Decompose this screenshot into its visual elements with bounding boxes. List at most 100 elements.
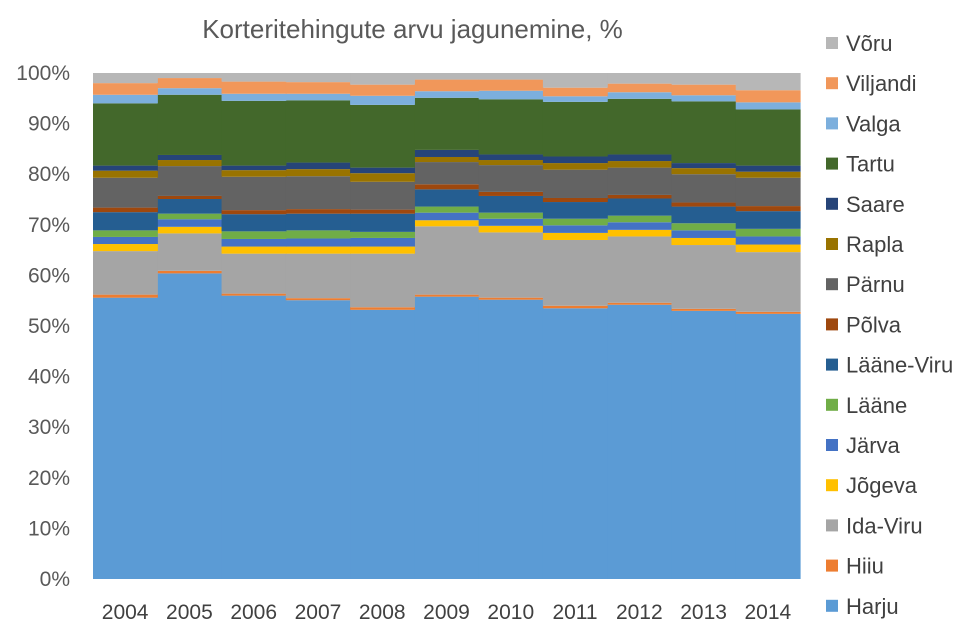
area-segment	[285, 230, 351, 239]
x-tick-label: 2008	[359, 601, 406, 624]
area-segment	[607, 73, 673, 84]
area-segment	[221, 295, 287, 579]
area-segment	[221, 93, 287, 101]
area-segment	[93, 94, 158, 104]
x-tick-label: 2007	[295, 601, 342, 624]
legend-swatch	[826, 197, 838, 210]
y-tick-label: 10%	[28, 517, 70, 540]
legend-item: Lääne-Viru	[826, 353, 953, 378]
area-segment	[542, 169, 608, 198]
area-segment	[542, 101, 608, 157]
area-segment	[671, 230, 737, 238]
area-segment	[607, 92, 673, 99]
area-segment	[93, 230, 158, 237]
series-tartu	[93, 94, 801, 168]
legend-label: Harju	[846, 594, 899, 619]
legend-label: Põlva	[846, 312, 902, 337]
area-segment	[542, 87, 608, 97]
legend-item: Hiiu	[826, 554, 884, 579]
legend-swatch	[826, 238, 838, 250]
area-segment	[671, 163, 737, 169]
area-segment	[607, 198, 673, 216]
area-segment	[285, 253, 351, 299]
area-segment	[478, 191, 544, 196]
area-segment	[671, 237, 737, 246]
legend-swatch	[826, 398, 838, 411]
area-segment	[671, 310, 737, 579]
legend-label: Võru	[846, 31, 892, 56]
area-segment	[157, 160, 223, 167]
area-segment	[285, 100, 351, 163]
area-segment	[671, 174, 737, 203]
area-segment	[735, 313, 801, 579]
area-segment	[350, 167, 415, 174]
area-segment	[221, 170, 287, 177]
series-hiiu	[93, 270, 801, 314]
y-tick-label: 20%	[28, 467, 70, 490]
area-segment	[478, 165, 544, 192]
area-segment	[350, 237, 415, 247]
area-segment	[542, 156, 608, 164]
area-segment	[157, 88, 223, 95]
legend-swatch	[826, 358, 838, 371]
legend-item: Põlva	[826, 312, 902, 337]
area-segment	[414, 149, 480, 157]
area-segment	[157, 219, 223, 227]
legend-swatch	[826, 77, 838, 90]
area-segment	[607, 98, 673, 155]
area-segment	[542, 218, 608, 226]
area-segment	[285, 238, 351, 247]
legend-item: Saare	[826, 192, 905, 217]
series-järva	[93, 212, 801, 247]
area-segment	[221, 214, 287, 232]
legend-swatch	[826, 599, 838, 612]
area-segment	[414, 73, 480, 80]
area-segment	[350, 209, 415, 214]
series-valga	[93, 88, 801, 110]
area-segment	[542, 96, 608, 102]
legend-label: Viljandi	[846, 71, 917, 96]
area-segment	[735, 236, 801, 245]
area-segment	[93, 73, 158, 84]
area-segment	[414, 296, 480, 579]
area-segment	[414, 212, 480, 221]
area-segment	[157, 213, 223, 220]
area-segment	[414, 162, 480, 185]
area-segment	[221, 253, 287, 294]
area-segment	[157, 154, 223, 161]
area-segment	[285, 246, 351, 254]
area-segment	[414, 184, 480, 190]
area-segment	[607, 222, 673, 230]
area-segment	[221, 81, 287, 94]
legend-item: Valga	[826, 111, 901, 136]
area-segment	[93, 212, 158, 231]
area-segment	[478, 154, 544, 161]
area-segment	[93, 83, 158, 95]
area-segment	[93, 177, 158, 208]
area-segment	[285, 73, 351, 83]
area-segment	[671, 245, 737, 309]
y-tick-label: 50%	[28, 315, 70, 338]
legend-item: Lääne	[826, 393, 907, 418]
area-segment	[607, 229, 673, 237]
legend-label: Lääne-Viru	[846, 353, 953, 378]
area-segment	[350, 84, 415, 96]
area-segment	[478, 99, 544, 155]
x-tick-label: 2006	[230, 601, 277, 624]
area-segment	[350, 173, 415, 182]
area-segment	[350, 309, 415, 579]
y-tick-label: 60%	[28, 264, 70, 287]
area-segment	[671, 202, 737, 207]
area-segment	[478, 212, 544, 219]
legend-item: Rapla	[826, 232, 904, 257]
area-segment	[414, 189, 480, 207]
legend: Võru Viljandi Valga Tartu Saare Rapla Pärnu Põl…	[826, 31, 953, 619]
y-tick-label: 70%	[28, 214, 70, 237]
legend-swatch	[826, 278, 838, 291]
x-tick-label: 2013	[680, 601, 727, 624]
area-segment	[157, 94, 223, 155]
series-pärnu	[93, 162, 801, 211]
area-segment	[478, 299, 544, 579]
legend-label: Pärnu	[846, 272, 905, 297]
legend-item: Viljandi	[826, 71, 917, 96]
